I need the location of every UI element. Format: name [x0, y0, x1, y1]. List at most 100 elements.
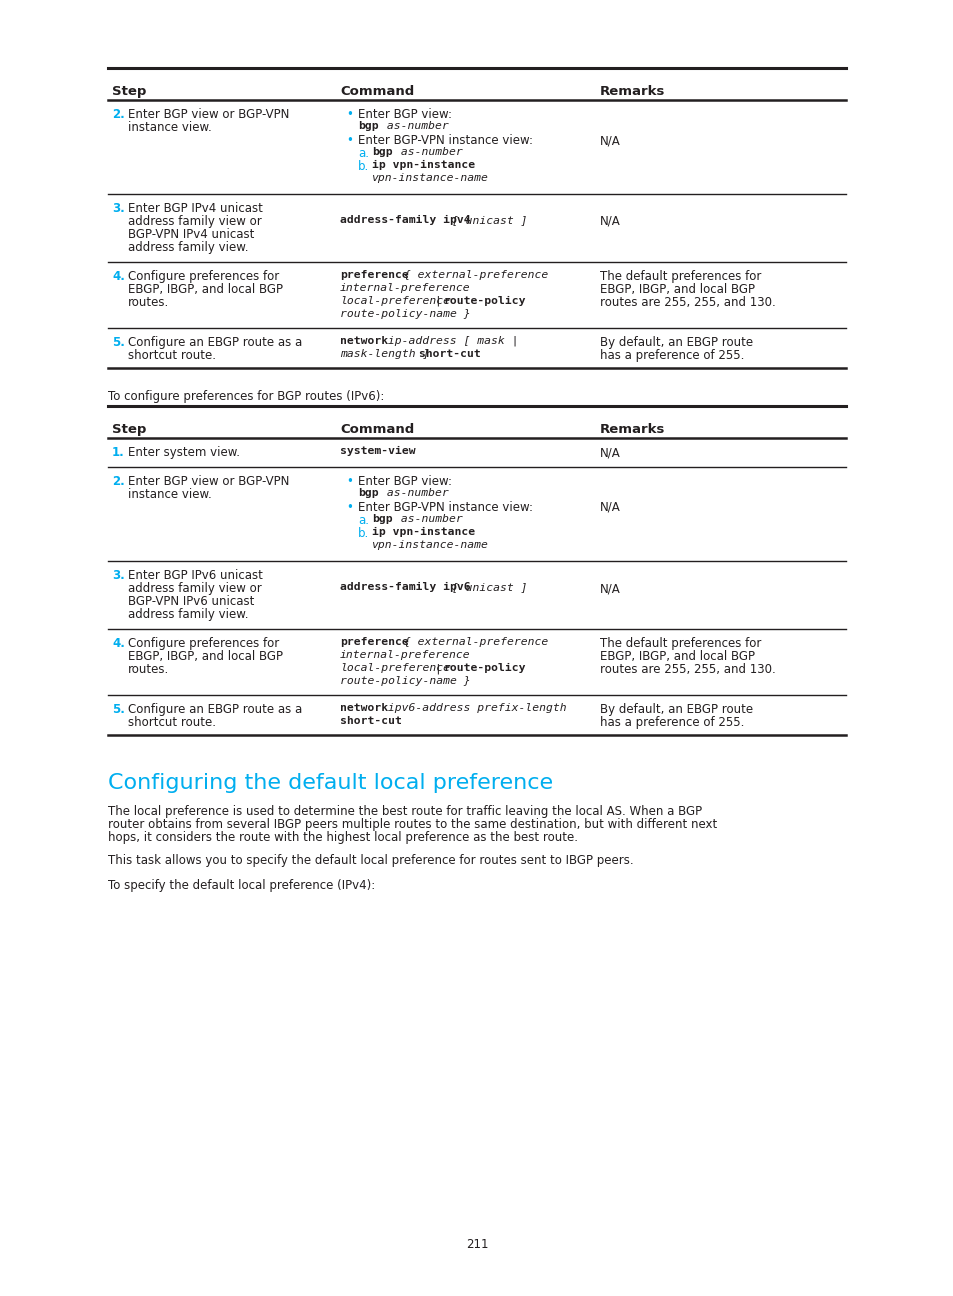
Text: has a preference of 255.: has a preference of 255. — [599, 349, 743, 362]
Text: 2.: 2. — [112, 476, 125, 489]
Text: 5.: 5. — [112, 336, 125, 349]
Text: This task allows you to specify the default local preference for routes sent to : This task allows you to specify the defa… — [108, 854, 633, 867]
Text: 3.: 3. — [112, 569, 125, 582]
Text: has a preference of 255.: has a preference of 255. — [599, 715, 743, 728]
Text: routes.: routes. — [128, 664, 169, 677]
Text: ip vpn-instance: ip vpn-instance — [372, 527, 475, 537]
Text: route-policy-name }: route-policy-name } — [339, 677, 470, 686]
Text: Configure an EBGP route as a: Configure an EBGP route as a — [128, 336, 302, 349]
Text: Step: Step — [112, 422, 146, 435]
Text: { external-preference: { external-preference — [396, 638, 548, 647]
Text: Remarks: Remarks — [599, 422, 664, 435]
Text: 4.: 4. — [112, 270, 125, 283]
Text: To configure preferences for BGP routes (IPv6):: To configure preferences for BGP routes … — [108, 390, 384, 403]
Text: 211: 211 — [465, 1238, 488, 1251]
Text: shortcut route.: shortcut route. — [128, 349, 215, 362]
Text: EBGP, IBGP, and local BGP: EBGP, IBGP, and local BGP — [128, 283, 283, 295]
Text: Configuring the default local preference: Configuring the default local preference — [108, 772, 553, 793]
Text: local-preference: local-preference — [339, 295, 450, 306]
Text: routes.: routes. — [128, 295, 169, 308]
Text: Command: Command — [339, 422, 414, 435]
Text: bgp: bgp — [372, 515, 393, 524]
Text: bgp: bgp — [357, 121, 378, 131]
Text: |: | — [428, 664, 448, 674]
Text: system-view: system-view — [339, 446, 416, 456]
Text: address family view or: address family view or — [128, 582, 261, 595]
Text: Enter BGP view:: Enter BGP view: — [357, 476, 452, 489]
Text: { external-preference: { external-preference — [396, 270, 548, 280]
Text: By default, an EBGP route: By default, an EBGP route — [599, 702, 752, 715]
Text: Enter system view.: Enter system view. — [128, 446, 240, 459]
Text: address-family ipv6: address-family ipv6 — [339, 582, 470, 592]
Text: By default, an EBGP route: By default, an EBGP route — [599, 336, 752, 349]
Text: BGP-VPN IPv6 unicast: BGP-VPN IPv6 unicast — [128, 595, 254, 608]
Text: Command: Command — [339, 86, 414, 98]
Text: router obtains from several IBGP peers multiple routes to the same destination, : router obtains from several IBGP peers m… — [108, 818, 717, 831]
Text: ip vpn-instance: ip vpn-instance — [372, 159, 475, 170]
Text: N/A: N/A — [599, 582, 620, 595]
Text: address family view or: address family view or — [128, 215, 261, 228]
Text: bgp: bgp — [372, 146, 393, 157]
Text: b.: b. — [357, 159, 369, 172]
Text: address-family ipv4: address-family ipv4 — [339, 215, 470, 226]
Text: vpn-instance-name: vpn-instance-name — [372, 540, 488, 550]
Text: Configure preferences for: Configure preferences for — [128, 638, 279, 651]
Text: network: network — [339, 702, 388, 713]
Text: mask-length ]: mask-length ] — [339, 349, 429, 359]
Text: Enter BGP view:: Enter BGP view: — [357, 108, 452, 121]
Text: route-policy-name }: route-policy-name } — [339, 308, 470, 319]
Text: 1.: 1. — [112, 446, 125, 459]
Text: 4.: 4. — [112, 638, 125, 651]
Text: •: • — [346, 133, 353, 146]
Text: as-number: as-number — [379, 489, 448, 498]
Text: a.: a. — [357, 515, 369, 527]
Text: The default preferences for: The default preferences for — [599, 638, 760, 651]
Text: Remarks: Remarks — [599, 86, 664, 98]
Text: To specify the default local preference (IPv4):: To specify the default local preference … — [108, 879, 375, 892]
Text: Enter BGP view or BGP-VPN: Enter BGP view or BGP-VPN — [128, 108, 289, 121]
Text: Configure an EBGP route as a: Configure an EBGP route as a — [128, 702, 302, 715]
Text: [ unicast ]: [ unicast ] — [444, 582, 527, 592]
Text: address family view.: address family view. — [128, 241, 248, 254]
Text: internal-preference: internal-preference — [339, 651, 470, 660]
Text: preference: preference — [339, 638, 408, 647]
Text: 5.: 5. — [112, 702, 125, 715]
Text: bgp: bgp — [357, 489, 378, 498]
Text: short-cut: short-cut — [339, 715, 401, 726]
Text: The default preferences for: The default preferences for — [599, 270, 760, 283]
Text: |: | — [428, 295, 448, 306]
Text: Configure preferences for: Configure preferences for — [128, 270, 279, 283]
Text: instance view.: instance view. — [128, 489, 212, 502]
Text: a.: a. — [357, 146, 369, 159]
Text: N/A: N/A — [599, 446, 620, 459]
Text: 3.: 3. — [112, 202, 125, 215]
Text: shortcut route.: shortcut route. — [128, 715, 215, 728]
Text: N/A: N/A — [599, 502, 620, 515]
Text: •: • — [346, 502, 353, 515]
Text: b.: b. — [357, 527, 369, 540]
Text: 2.: 2. — [112, 108, 125, 121]
Text: vpn-instance-name: vpn-instance-name — [372, 172, 488, 183]
Text: EBGP, IBGP, and local BGP: EBGP, IBGP, and local BGP — [599, 283, 754, 295]
Text: EBGP, IBGP, and local BGP: EBGP, IBGP, and local BGP — [599, 651, 754, 664]
Text: address family view.: address family view. — [128, 608, 248, 621]
Text: routes are 255, 255, and 130.: routes are 255, 255, and 130. — [599, 295, 775, 308]
Text: local-preference: local-preference — [339, 664, 450, 673]
Text: Enter BGP-VPN instance view:: Enter BGP-VPN instance view: — [357, 133, 533, 146]
Text: route-policy: route-policy — [442, 664, 525, 673]
Text: •: • — [346, 108, 353, 121]
Text: short-cut: short-cut — [412, 349, 480, 359]
Text: routes are 255, 255, and 130.: routes are 255, 255, and 130. — [599, 664, 775, 677]
Text: Enter BGP view or BGP-VPN: Enter BGP view or BGP-VPN — [128, 476, 289, 489]
Text: Enter BGP IPv6 unicast: Enter BGP IPv6 unicast — [128, 569, 263, 582]
Text: •: • — [346, 476, 353, 489]
Text: EBGP, IBGP, and local BGP: EBGP, IBGP, and local BGP — [128, 651, 283, 664]
Text: preference: preference — [339, 270, 408, 280]
Text: as-number: as-number — [394, 515, 462, 524]
Text: Enter BGP-VPN instance view:: Enter BGP-VPN instance view: — [357, 502, 533, 515]
Text: BGP-VPN IPv4 unicast: BGP-VPN IPv4 unicast — [128, 228, 254, 241]
Text: Step: Step — [112, 86, 146, 98]
Text: [ unicast ]: [ unicast ] — [444, 215, 527, 226]
Text: N/A: N/A — [599, 133, 620, 146]
Text: hops, it considers the route with the highest local preference as the best route: hops, it considers the route with the hi… — [108, 831, 578, 844]
